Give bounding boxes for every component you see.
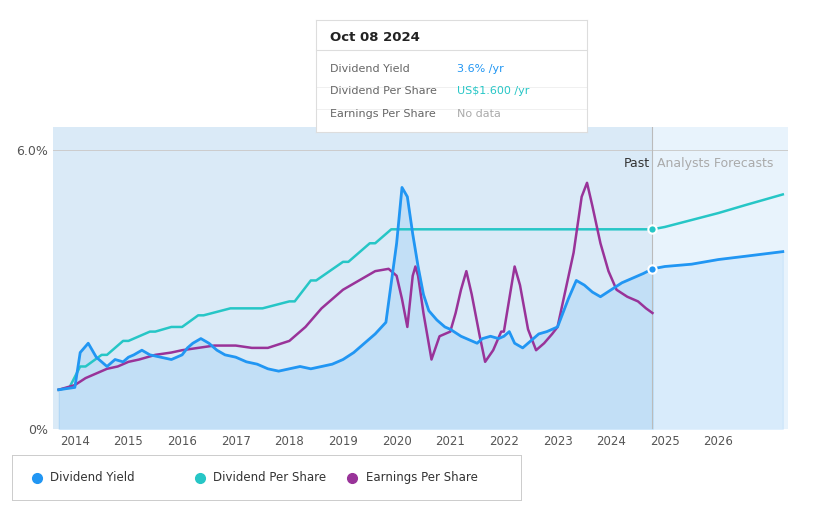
Text: Earnings Per Share: Earnings Per Share — [366, 471, 478, 484]
Text: No data: No data — [457, 109, 501, 119]
Text: Dividend Per Share: Dividend Per Share — [213, 471, 327, 484]
Text: Analysts Forecasts: Analysts Forecasts — [657, 157, 773, 170]
Text: Dividend Per Share: Dividend Per Share — [330, 86, 437, 96]
Text: Oct 08 2024: Oct 08 2024 — [330, 31, 420, 45]
Text: Dividend Yield: Dividend Yield — [330, 65, 410, 75]
Text: US$1.600 /yr: US$1.600 /yr — [457, 86, 530, 96]
Bar — [653, 127, 788, 429]
Bar — [53, 127, 653, 429]
Text: 3.6% /yr: 3.6% /yr — [457, 65, 504, 75]
Text: Dividend Yield: Dividend Yield — [51, 471, 135, 484]
Text: Earnings Per Share: Earnings Per Share — [330, 109, 435, 119]
Text: Past: Past — [624, 157, 649, 170]
